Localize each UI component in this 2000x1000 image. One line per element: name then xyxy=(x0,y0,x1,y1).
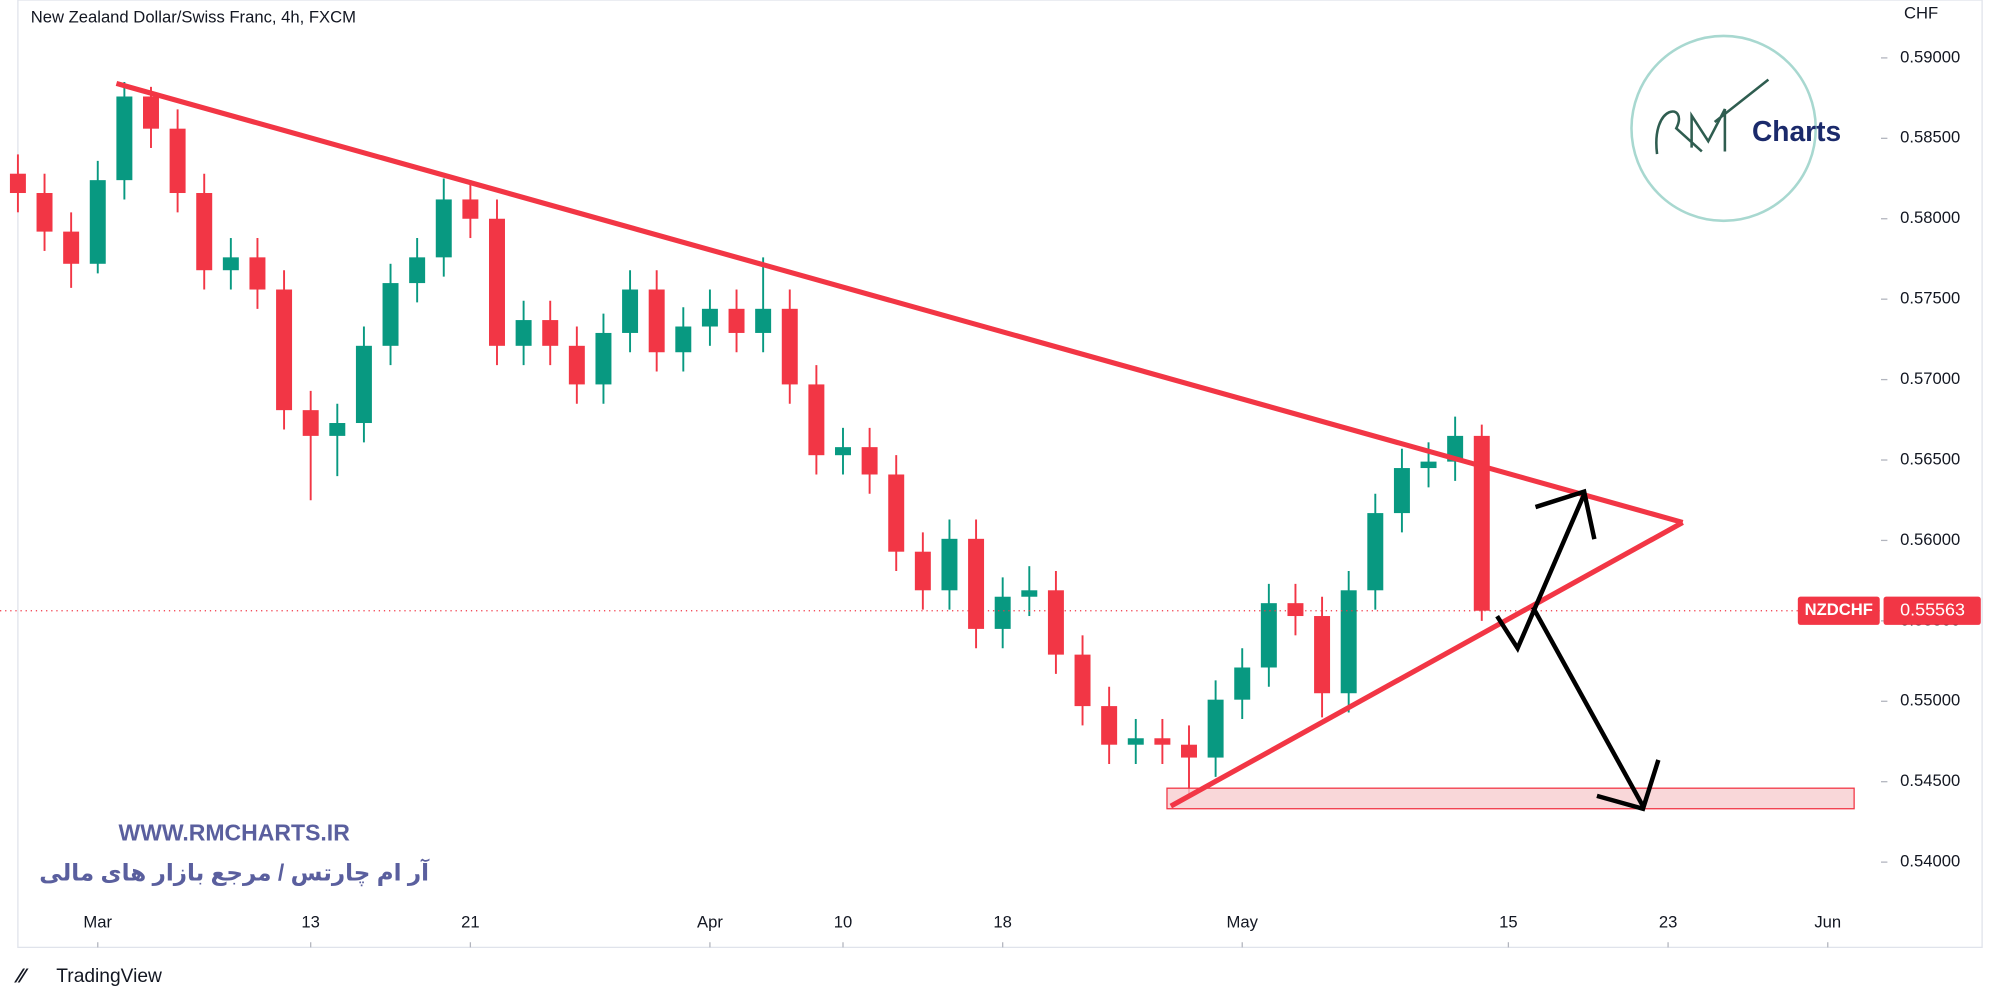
candle-body xyxy=(568,345,585,385)
logo-mark xyxy=(1655,78,1770,155)
x-tick-label: 23 xyxy=(1659,912,1678,931)
lower-trendline xyxy=(1169,520,1684,809)
candle-body xyxy=(1127,738,1144,745)
candle-body xyxy=(622,289,639,333)
candle-body xyxy=(1473,435,1490,611)
candle-body xyxy=(382,283,399,346)
candle-body xyxy=(701,308,718,327)
candle-body xyxy=(648,289,665,353)
candle-body xyxy=(835,447,851,456)
candle-body xyxy=(435,199,452,258)
arrow-up xyxy=(1495,493,1587,654)
y-tick-label: 0.54500 xyxy=(1900,771,1960,790)
candle-body xyxy=(968,538,985,629)
logo-text: Charts xyxy=(1752,115,1841,147)
x-tick-label: 18 xyxy=(993,912,1012,931)
candle-body xyxy=(89,180,106,264)
y-tick-label: 0.56500 xyxy=(1900,449,1960,468)
watermark-url: WWW.RMCHARTS.IR xyxy=(118,819,350,845)
candle-body xyxy=(1154,738,1171,745)
watermark-text: آر ام چارتس / مرجع بازار های مالی xyxy=(39,857,430,886)
x-tick-label: 21 xyxy=(461,912,480,931)
candle-body xyxy=(1393,468,1410,514)
x-tick-label: 13 xyxy=(301,912,320,931)
chart-title: New Zealand Dollar/Swiss Franc, 4h, FXCM xyxy=(31,7,356,26)
candle-body xyxy=(1260,603,1277,668)
candle-body xyxy=(489,218,505,346)
candle-body xyxy=(1074,654,1091,707)
candle-body xyxy=(329,423,346,436)
y-tick-label: 0.57000 xyxy=(1900,369,1960,388)
candle-body xyxy=(1314,616,1331,694)
y-tick-label: 0.59000 xyxy=(1900,47,1960,66)
candle-body xyxy=(36,193,53,232)
y-tick-label: 0.57500 xyxy=(1900,289,1960,308)
x-tick-label: Mar xyxy=(83,912,112,931)
upper-trendline xyxy=(115,80,1684,525)
y-axis-label: CHF xyxy=(1904,4,1938,23)
candle-body xyxy=(302,410,319,436)
y-tick-label: 0.55000 xyxy=(1900,691,1960,710)
candle-body xyxy=(728,308,745,333)
chart-frame xyxy=(17,0,1983,949)
y-tick-label: 0.58000 xyxy=(1900,208,1960,227)
candle-body xyxy=(755,308,772,333)
candle-body xyxy=(409,257,426,284)
candle-body xyxy=(1047,590,1064,655)
candle-body xyxy=(1101,706,1118,745)
candle-body xyxy=(1207,699,1224,758)
candle-body xyxy=(1367,513,1384,591)
candle-body xyxy=(914,551,931,591)
candle-body xyxy=(249,257,266,290)
y-tick-label: 0.58500 xyxy=(1900,128,1960,147)
symbol-tag xyxy=(1797,596,1880,625)
x-tick-label: 15 xyxy=(1499,912,1518,931)
candle-body xyxy=(888,474,905,552)
candle-body xyxy=(675,326,692,353)
y-tick-label: 0.54000 xyxy=(1900,852,1960,871)
candle-body xyxy=(1021,590,1038,597)
candle-body xyxy=(1420,461,1437,469)
candle-body xyxy=(276,289,293,411)
y-tick-label: 0.56000 xyxy=(1900,530,1960,549)
candle-body xyxy=(1340,590,1357,694)
x-tick-label: Jun xyxy=(1814,912,1841,931)
candle-body xyxy=(9,173,26,194)
footer: TradingView xyxy=(56,966,162,987)
symbol-label: NZDCHF xyxy=(1805,600,1873,619)
candle-body xyxy=(196,193,213,271)
price-tag xyxy=(1883,596,1981,625)
candle-body xyxy=(515,320,532,346)
target-zone xyxy=(1166,787,1855,810)
candle-body xyxy=(861,447,878,475)
candle-body xyxy=(462,199,479,219)
candle-body xyxy=(781,308,798,385)
candle-body xyxy=(941,538,958,591)
candle-body xyxy=(595,332,612,385)
arrow-head xyxy=(1596,759,1661,812)
candle-body xyxy=(355,345,372,424)
candle-body xyxy=(1181,744,1197,758)
candle-body xyxy=(169,128,186,194)
x-tick-label: Apr xyxy=(697,912,723,931)
arrow-down xyxy=(1530,606,1645,808)
price-label: 0.55563 xyxy=(1900,599,1965,619)
footer-logo: ⁄⁄ xyxy=(14,964,29,987)
candle-body xyxy=(222,257,239,271)
candle-body xyxy=(1287,603,1304,617)
candle-body xyxy=(143,96,159,129)
candle-body xyxy=(994,596,1011,629)
candle-body xyxy=(1234,667,1251,700)
candle-body xyxy=(116,96,133,181)
candle-body xyxy=(542,320,559,346)
candle-body xyxy=(808,384,825,456)
x-tick-label: 10 xyxy=(834,912,853,931)
candle-body xyxy=(63,231,80,264)
plot xyxy=(0,82,1881,798)
arrow-head xyxy=(1534,488,1597,540)
x-tick-label: May xyxy=(1227,912,1259,931)
